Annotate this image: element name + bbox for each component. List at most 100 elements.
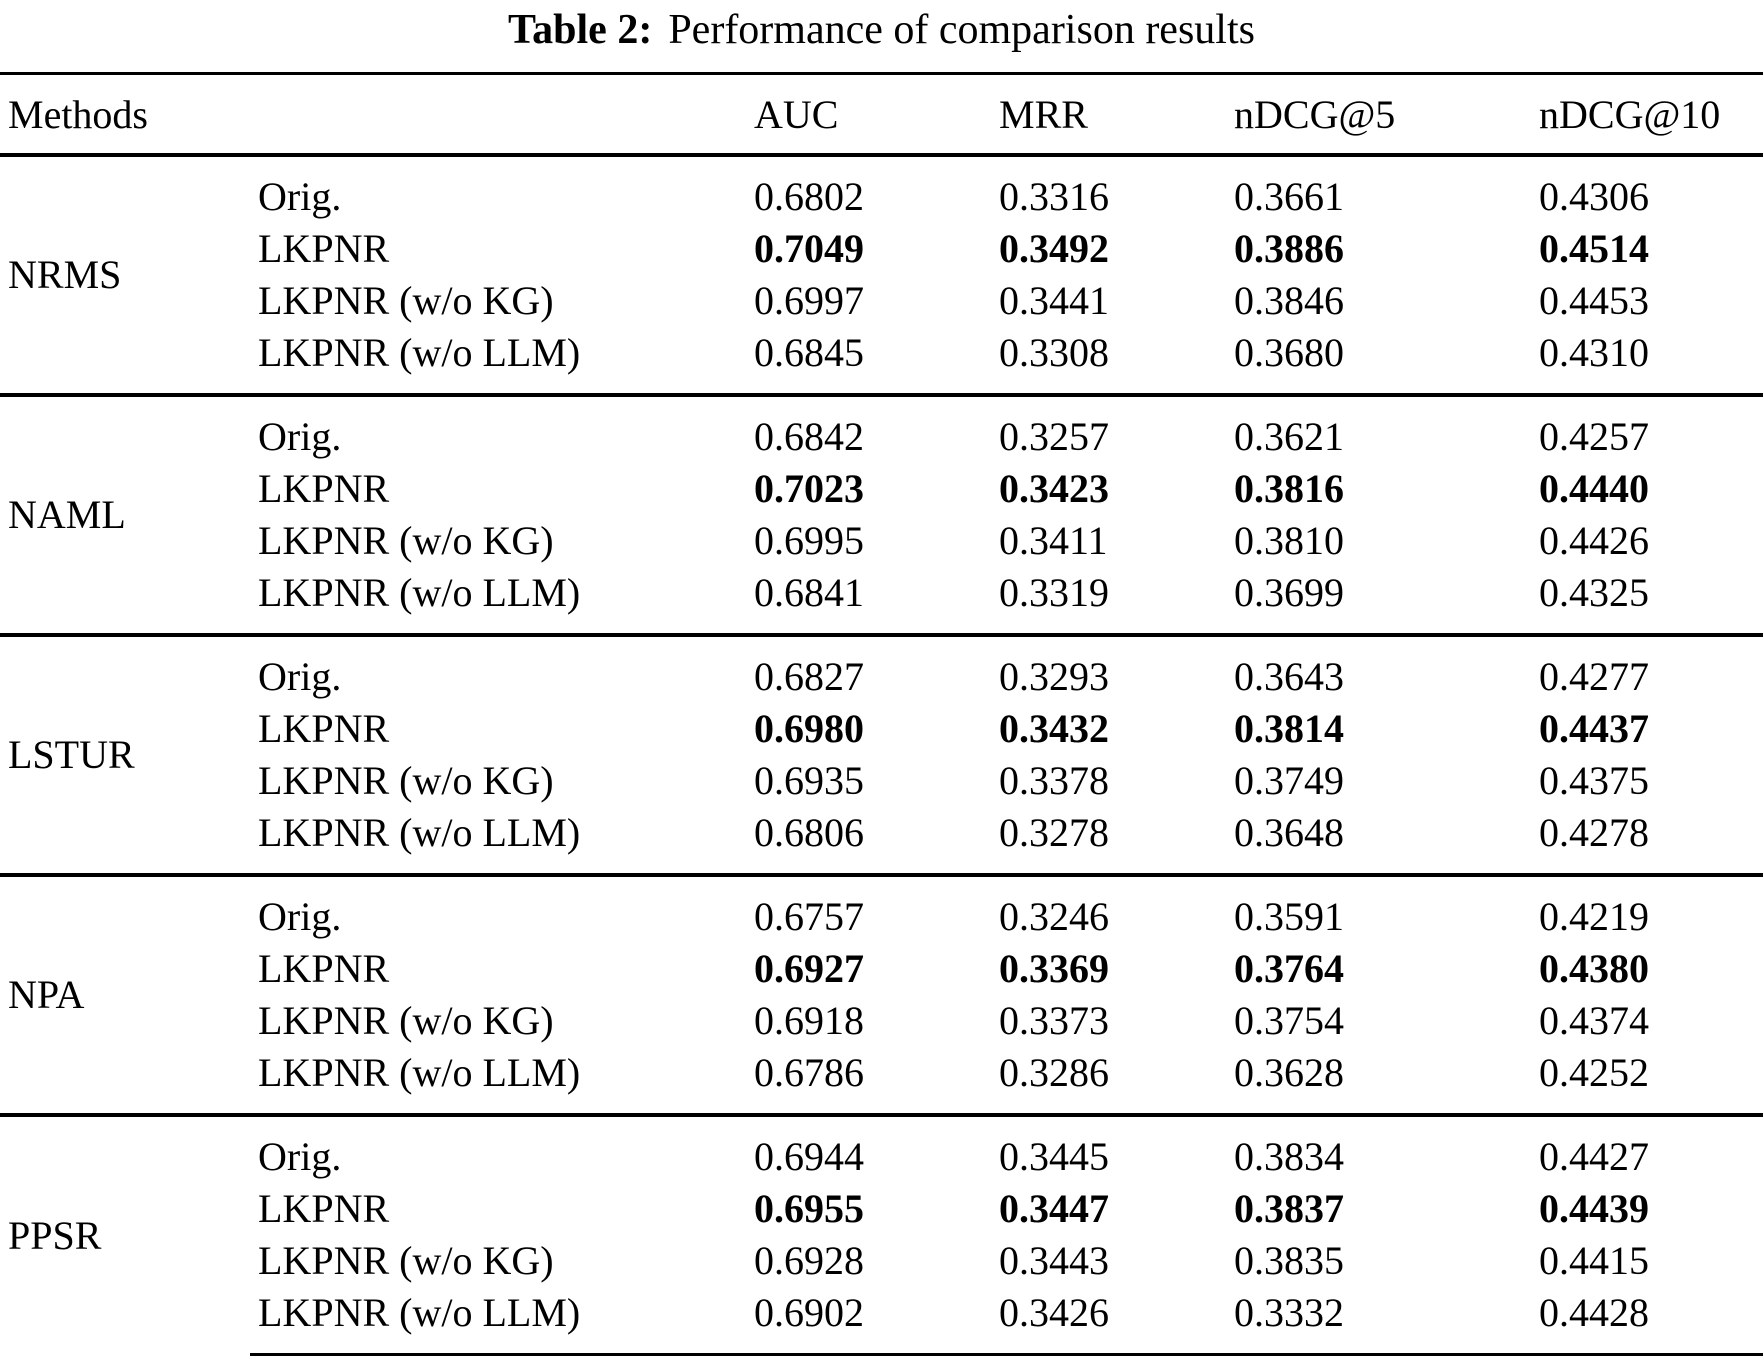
metric-value: 0.3837 (1234, 1186, 1344, 1231)
variant-label: LKPNR (258, 1186, 390, 1231)
header-row: Methods AUC MRR nDCG@5 nDCG@10 (0, 72, 1763, 156)
table-row: LKPNR (w/o LLM) 0.6902 0.3426 0.3332 0.4428 (0, 1287, 1763, 1356)
table-row: LKPNR 0.6927 0.3369 0.3764 0.4380 (0, 943, 1763, 995)
metric-value: 0.6995 (754, 518, 864, 563)
method-group-label: PPSR (0, 1113, 250, 1356)
variant-label: LKPNR (w/o KG) (258, 998, 554, 1043)
column-header-ndcg5: nDCG@5 (1230, 72, 1535, 156)
metric-value: 0.6841 (754, 570, 864, 615)
variant-label: Orig. (250, 1113, 750, 1183)
metric-value: 0.3816 (1234, 466, 1344, 511)
metric-value: 0.3680 (1234, 330, 1344, 375)
metric-value: 0.4426 (1539, 518, 1649, 563)
variant-label: LKPNR (258, 466, 390, 511)
metric-value: 0.3492 (999, 226, 1109, 271)
metric-value: 0.3834 (1230, 1113, 1535, 1183)
metric-value: 0.3432 (999, 706, 1109, 751)
metric-value: 0.6806 (754, 810, 864, 855)
metric-value: 0.7049 (754, 226, 864, 271)
variant-label: LKPNR (w/o LLM) (258, 1050, 581, 1095)
column-header-auc: AUC (750, 72, 995, 156)
metric-value: 0.3378 (999, 758, 1109, 803)
table-caption-label: Table 2: (508, 7, 653, 53)
metric-value: 0.4219 (1535, 873, 1763, 943)
metric-value: 0.6845 (754, 330, 864, 375)
metric-value: 0.6918 (754, 998, 864, 1043)
metric-value: 0.3411 (999, 518, 1108, 563)
metric-value: 0.4257 (1535, 393, 1763, 463)
method-group-label: NRMS (0, 153, 250, 395)
metric-value: 0.3441 (999, 278, 1109, 323)
metric-value: 0.4278 (1539, 810, 1649, 855)
table-header: Methods AUC MRR nDCG@5 nDCG@10 (0, 72, 1763, 156)
table-caption-text: Performance of comparison results (668, 7, 1255, 53)
variant-label: LKPNR (w/o LLM) (258, 570, 581, 615)
metric-value: 0.3423 (999, 466, 1109, 511)
metric-value: 0.3754 (1234, 998, 1344, 1043)
metric-value: 0.3369 (999, 946, 1109, 991)
metric-value: 0.3846 (1234, 278, 1344, 323)
metric-value: 0.3308 (999, 330, 1109, 375)
metric-value: 0.3445 (995, 1113, 1230, 1183)
table-row: NRMS Orig. 0.6802 0.3316 0.3661 0.4306 (0, 153, 1763, 395)
method-group-label: LSTUR (0, 633, 250, 875)
table-row: LKPNR 0.6955 0.3447 0.3837 0.4439 (0, 1183, 1763, 1235)
metric-value: 0.3661 (1230, 153, 1535, 223)
metric-value: 0.6944 (750, 1113, 995, 1183)
metric-value: 0.3316 (995, 153, 1230, 223)
metric-value: 0.3443 (999, 1238, 1109, 1283)
metric-value: 0.4428 (1535, 1287, 1763, 1356)
metric-value: 0.3426 (995, 1287, 1230, 1356)
metric-value: 0.6935 (754, 758, 864, 803)
variant-label: LKPNR (w/o LLM) (258, 810, 581, 855)
metric-value: 0.6980 (754, 706, 864, 751)
metric-value: 0.6902 (750, 1287, 995, 1356)
metric-value: 0.3648 (1234, 810, 1344, 855)
variant-label: LKPNR (258, 706, 390, 751)
metric-value: 0.3591 (1230, 873, 1535, 943)
metric-value: 0.4374 (1539, 998, 1649, 1043)
table-caption: Table 2: Performance of comparison result… (0, 0, 1763, 72)
metric-value: 0.4325 (1539, 570, 1649, 615)
method-group-label: NPA (0, 873, 250, 1115)
variant-label: LKPNR (258, 946, 390, 991)
table-row: NPA Orig. 0.6757 0.3246 0.3591 0.4219 (0, 873, 1763, 1115)
table-row: LSTUR Orig. 0.6827 0.3293 0.3643 0.4277 (0, 633, 1763, 875)
metric-value: 0.4440 (1539, 466, 1649, 511)
metric-value: 0.3886 (1234, 226, 1344, 271)
table-row: LKPNR 0.6980 0.3432 0.3814 0.4437 (0, 703, 1763, 755)
metric-value: 0.6842 (750, 393, 995, 463)
variant-label: Orig. (250, 393, 750, 463)
metric-value: 0.4277 (1535, 633, 1763, 703)
metric-value: 0.6927 (754, 946, 864, 991)
table-row: LKPNR (w/o LLM) 0.6845 0.3308 0.3680 0.4310 (0, 327, 1763, 395)
metric-value: 0.4427 (1535, 1113, 1763, 1183)
table-row: LKPNR (w/o LLM) 0.6786 0.3286 0.3628 0.4252 (0, 1047, 1763, 1115)
column-header-methods: Methods (0, 72, 750, 156)
variant-label: LKPNR (w/o KG) (258, 758, 554, 803)
method-group-label: NAML (0, 393, 250, 635)
metric-value: 0.4415 (1539, 1238, 1649, 1283)
metric-value: 0.4380 (1539, 946, 1649, 991)
metric-value: 0.6928 (754, 1238, 864, 1283)
table-row: LKPNR (w/o KG) 0.6995 0.3411 0.3810 0.4426 (0, 515, 1763, 567)
table-row: PPSR Orig. 0.6944 0.3445 0.3834 0.4427 (0, 1113, 1763, 1356)
table-row: LKPNR (w/o KG) 0.6918 0.3373 0.3754 0.4374 (0, 995, 1763, 1047)
column-header-ndcg10: nDCG@10 (1535, 72, 1763, 156)
metric-value: 0.4310 (1539, 330, 1649, 375)
metric-value: 0.3319 (999, 570, 1109, 615)
metric-value: 0.3699 (1234, 570, 1344, 615)
metric-value: 0.4439 (1539, 1186, 1649, 1231)
table-row: LKPNR (w/o KG) 0.6997 0.3441 0.3846 0.4453 (0, 275, 1763, 327)
metric-value: 0.7023 (754, 466, 864, 511)
metric-value: 0.6997 (754, 278, 864, 323)
variant-label: Orig. (250, 873, 750, 943)
metric-value: 0.3835 (1234, 1238, 1344, 1283)
metric-value: 0.3643 (1230, 633, 1535, 703)
variant-label: LKPNR (w/o LLM) (250, 1287, 750, 1356)
variant-label: LKPNR (w/o KG) (258, 278, 554, 323)
variant-label: Orig. (250, 153, 750, 223)
metric-value: 0.3749 (1234, 758, 1344, 803)
metric-value: 0.3621 (1230, 393, 1535, 463)
